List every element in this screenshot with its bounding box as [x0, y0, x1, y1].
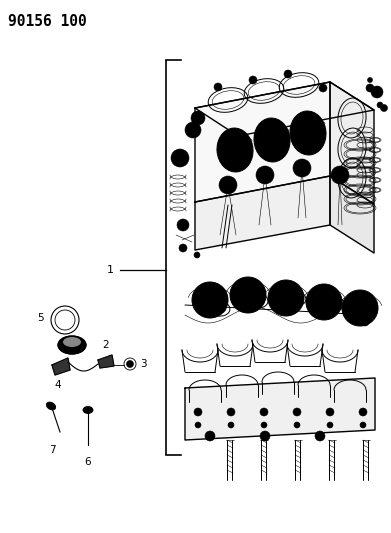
Circle shape	[230, 277, 266, 313]
Polygon shape	[52, 358, 70, 375]
Ellipse shape	[83, 407, 93, 414]
Circle shape	[177, 219, 189, 231]
Circle shape	[359, 408, 367, 416]
Circle shape	[171, 149, 189, 167]
Circle shape	[249, 76, 257, 84]
Circle shape	[185, 122, 201, 138]
Circle shape	[279, 291, 293, 305]
Circle shape	[317, 295, 331, 309]
Circle shape	[222, 179, 234, 191]
Ellipse shape	[58, 336, 86, 354]
Circle shape	[353, 301, 367, 315]
Circle shape	[195, 422, 201, 428]
Polygon shape	[185, 378, 375, 440]
Circle shape	[294, 422, 300, 428]
Circle shape	[293, 159, 311, 177]
Circle shape	[228, 422, 234, 428]
Circle shape	[219, 176, 237, 194]
Circle shape	[326, 408, 334, 416]
Polygon shape	[195, 82, 330, 202]
Circle shape	[331, 166, 349, 184]
Circle shape	[241, 288, 255, 302]
Circle shape	[191, 111, 205, 125]
Circle shape	[214, 83, 222, 91]
Circle shape	[127, 360, 133, 367]
Text: 1: 1	[107, 265, 114, 275]
Circle shape	[215, 85, 221, 90]
Circle shape	[342, 290, 378, 326]
Polygon shape	[195, 82, 374, 136]
Circle shape	[205, 431, 215, 441]
Circle shape	[321, 85, 325, 91]
Circle shape	[360, 422, 366, 428]
Ellipse shape	[63, 337, 81, 347]
Circle shape	[311, 289, 337, 315]
Circle shape	[366, 84, 374, 92]
Circle shape	[315, 431, 325, 441]
Circle shape	[361, 318, 369, 326]
Polygon shape	[98, 355, 114, 368]
Circle shape	[194, 408, 202, 416]
Circle shape	[334, 169, 346, 181]
Circle shape	[319, 84, 327, 92]
Ellipse shape	[254, 118, 290, 162]
Circle shape	[284, 70, 292, 78]
Circle shape	[368, 77, 373, 83]
Text: 3: 3	[140, 359, 147, 369]
Circle shape	[327, 422, 333, 428]
Circle shape	[377, 102, 383, 108]
Circle shape	[296, 162, 308, 174]
Polygon shape	[330, 82, 374, 204]
Circle shape	[306, 284, 342, 320]
Ellipse shape	[290, 111, 326, 155]
Circle shape	[293, 408, 301, 416]
Circle shape	[194, 252, 200, 258]
Circle shape	[371, 86, 383, 98]
Text: 7: 7	[49, 445, 55, 455]
Circle shape	[268, 280, 304, 316]
Circle shape	[235, 282, 261, 308]
Circle shape	[261, 422, 267, 428]
Circle shape	[260, 408, 268, 416]
Circle shape	[260, 431, 270, 441]
Text: 90156 100: 90156 100	[8, 14, 87, 29]
Text: 5: 5	[38, 313, 44, 323]
Circle shape	[193, 113, 203, 123]
Circle shape	[285, 71, 291, 77]
Text: 4: 4	[55, 380, 61, 390]
Circle shape	[380, 104, 387, 111]
Circle shape	[251, 77, 255, 83]
Circle shape	[256, 166, 274, 184]
Circle shape	[203, 293, 217, 307]
Polygon shape	[195, 176, 330, 250]
Text: 6: 6	[85, 457, 91, 467]
Circle shape	[179, 244, 187, 252]
Text: 2: 2	[102, 340, 109, 350]
Circle shape	[197, 287, 223, 313]
Circle shape	[192, 282, 228, 318]
Circle shape	[347, 295, 373, 321]
Circle shape	[259, 169, 271, 181]
Polygon shape	[330, 176, 374, 253]
Circle shape	[273, 285, 299, 311]
Ellipse shape	[217, 128, 253, 172]
Circle shape	[227, 408, 235, 416]
Circle shape	[373, 88, 381, 96]
Ellipse shape	[46, 402, 56, 410]
